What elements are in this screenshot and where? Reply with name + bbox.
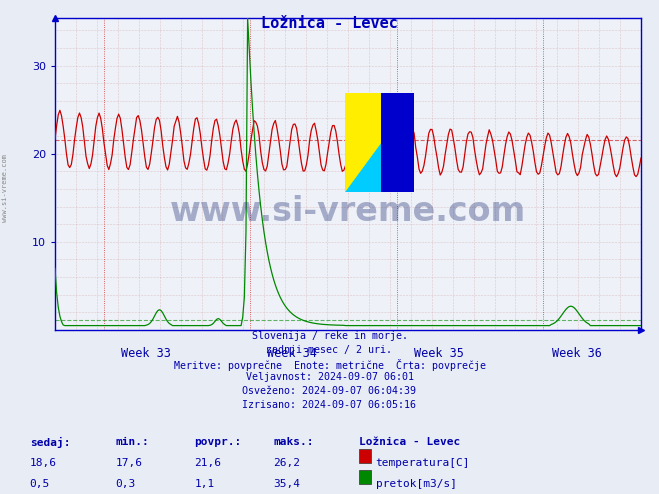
Text: 1,1: 1,1 xyxy=(194,479,215,489)
Text: Osveženo: 2024-09-07 06:04:39: Osveženo: 2024-09-07 06:04:39 xyxy=(243,386,416,396)
Text: 21,6: 21,6 xyxy=(194,458,221,468)
Text: 0,5: 0,5 xyxy=(30,479,50,489)
Text: 17,6: 17,6 xyxy=(115,458,142,468)
Text: Ložnica - Levec: Ložnica - Levec xyxy=(261,16,398,31)
Text: 35,4: 35,4 xyxy=(273,479,301,489)
Text: 26,2: 26,2 xyxy=(273,458,301,468)
Text: sedaj:: sedaj: xyxy=(30,437,70,448)
Text: Slovenija / reke in morje.: Slovenija / reke in morje. xyxy=(252,331,407,341)
Text: zadnji mesec / 2 uri.: zadnji mesec / 2 uri. xyxy=(266,345,393,355)
Text: Veljavnost: 2024-09-07 06:01: Veljavnost: 2024-09-07 06:01 xyxy=(246,372,413,382)
Text: maks.:: maks.: xyxy=(273,437,314,447)
Text: pretok[m3/s]: pretok[m3/s] xyxy=(376,479,457,489)
Text: Week 35: Week 35 xyxy=(414,347,464,360)
Text: min.:: min.: xyxy=(115,437,149,447)
Text: temperatura[C]: temperatura[C] xyxy=(376,458,470,468)
Text: Week 33: Week 33 xyxy=(121,347,171,360)
Text: Ložnica - Levec: Ložnica - Levec xyxy=(359,437,461,447)
Text: www.si-vreme.com: www.si-vreme.com xyxy=(2,154,9,222)
Text: Week 36: Week 36 xyxy=(552,347,602,360)
Text: www.si-vreme.com: www.si-vreme.com xyxy=(170,195,526,228)
Text: Week 34: Week 34 xyxy=(268,347,317,360)
Text: 0,3: 0,3 xyxy=(115,479,136,489)
Text: Izrisano: 2024-09-07 06:05:16: Izrisano: 2024-09-07 06:05:16 xyxy=(243,400,416,410)
Text: 18,6: 18,6 xyxy=(30,458,57,468)
Text: povpr.:: povpr.: xyxy=(194,437,242,447)
Text: Meritve: povprečne  Enote: metrične  Črta: povprečje: Meritve: povprečne Enote: metrične Črta:… xyxy=(173,359,486,370)
